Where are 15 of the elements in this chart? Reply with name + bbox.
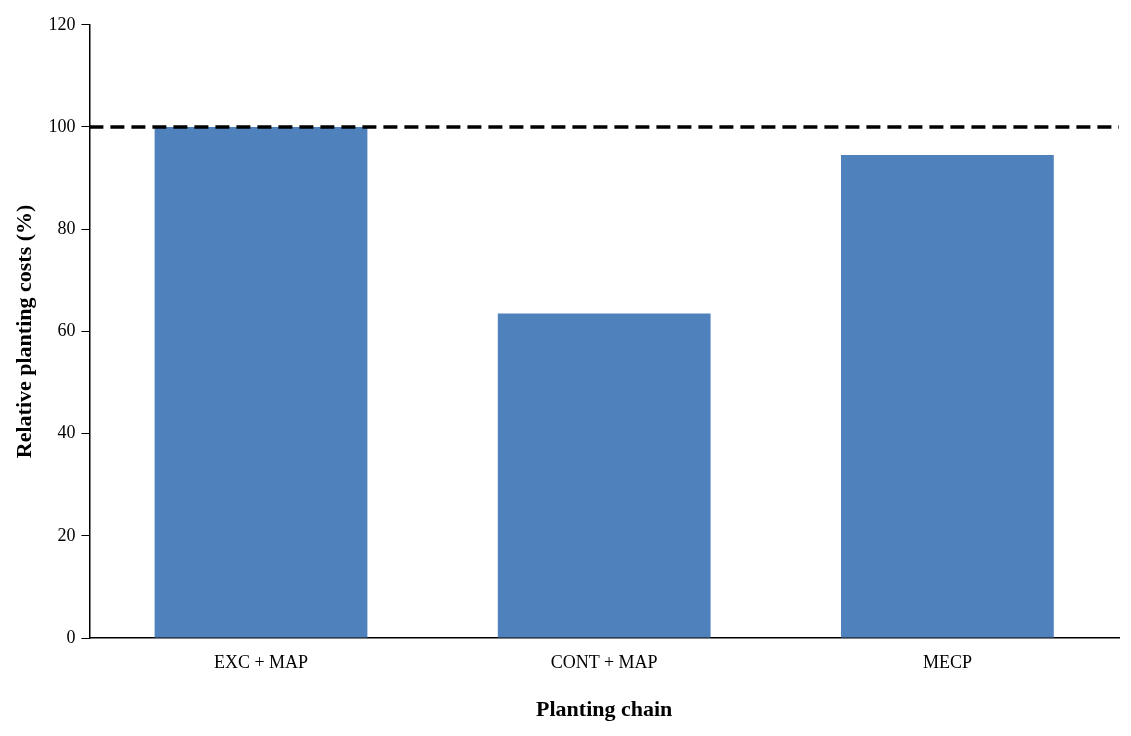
- x-tick-label: CONT + MAP: [550, 651, 658, 672]
- y-tick-label: 80: [57, 217, 76, 238]
- bar: [841, 155, 1054, 638]
- y-tick-label: 0: [66, 626, 76, 647]
- x-tick-label: EXC + MAP: [213, 651, 309, 672]
- y-tick-label: 100: [48, 115, 76, 136]
- x-tick-label: MECP: [922, 651, 972, 672]
- y-tick-label: 20: [57, 524, 76, 545]
- bar: [497, 313, 711, 638]
- bar: [154, 127, 368, 638]
- y-tick-label: 40: [57, 422, 76, 443]
- y-axis-title: Relative planting costs (%): [10, 204, 36, 459]
- y-tick-label: 120: [48, 13, 76, 34]
- x-axis-title: Planting chain: [536, 696, 673, 722]
- y-tick-label: 60: [57, 320, 76, 341]
